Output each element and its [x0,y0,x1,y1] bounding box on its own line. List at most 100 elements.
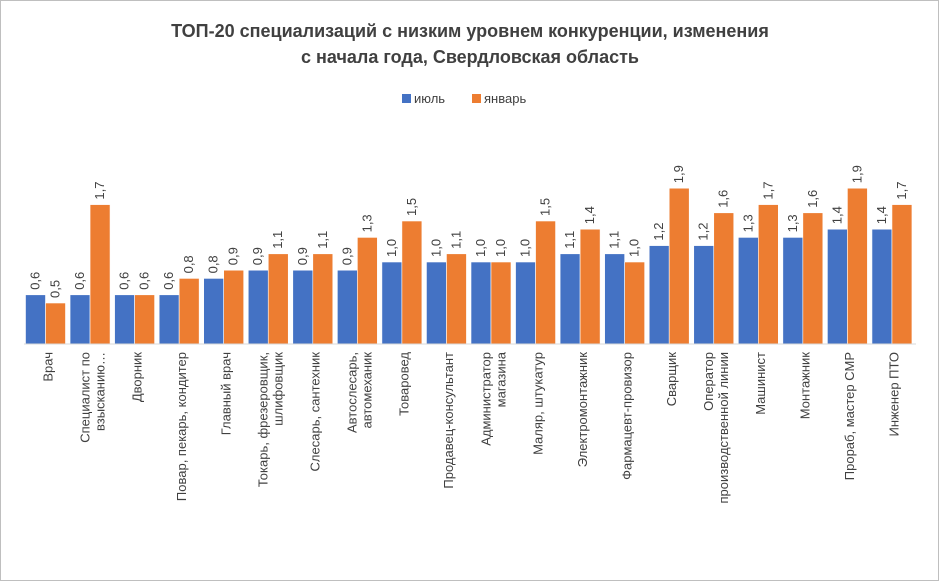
data-label: 1,0 [384,239,399,257]
category-label: Сварщик [664,352,679,407]
data-label: 1,1 [315,231,330,249]
category-label: Товаровед [397,352,412,416]
data-label: 0,9 [250,247,265,265]
category-label: взысканию… [92,352,107,431]
data-label: 1,5 [538,198,553,216]
bar-july [381,261,403,345]
bar-july [871,228,893,345]
bar-january [535,220,556,345]
data-label: 1,3 [785,214,800,232]
data-label: 1,0 [627,239,642,257]
bar-july [292,269,314,345]
category-label: Фармацевт-провизор [619,352,634,480]
data-label: 1,1 [270,231,285,249]
bar-january [401,220,423,345]
bar-january [446,253,467,345]
data-label: 1,7 [92,182,107,200]
data-label: 0,6 [28,272,43,290]
data-label: 1,9 [671,165,686,183]
category-label: производственной линии [716,352,731,503]
category-label: Инженер ПТО [887,352,902,437]
bar-july [737,237,759,345]
data-label: 1,5 [404,198,419,216]
bar-july [559,253,581,345]
data-label: 0,9 [339,247,354,265]
bar-january [267,253,289,345]
bar-july [782,237,804,345]
data-label: 1,7 [894,182,909,200]
bar-july [648,245,670,345]
category-label: Прораб, мастер СМР [842,352,857,480]
data-label: 0,8 [206,255,221,273]
bar-july [69,294,91,345]
chart-title-line-1: ТОП-20 специализаций с низким уровнем ко… [171,21,769,41]
bar-january [579,228,601,345]
bar-january [847,187,868,345]
bar-july [114,294,135,345]
data-label: 0,6 [117,272,132,290]
data-label: 0,8 [181,255,196,273]
bar-january [357,237,378,345]
category-label: Главный врач [218,352,233,435]
category-label: Слесарь, сантехник [308,352,323,472]
category-label: Токарь, фрезеровщик, [256,352,271,487]
category-label: автомеханик [360,352,375,429]
bar-july [25,294,46,345]
bar-july [693,245,715,345]
category-label: Монтажник [798,352,813,420]
bar-january [668,187,690,345]
bar-january [223,269,244,345]
data-label: 1,3 [359,214,374,232]
category-label: магазина [493,351,508,407]
legend-swatch-july [402,94,411,103]
data-label: 1,4 [874,206,889,224]
data-label: 0,9 [295,247,310,265]
data-label: 1,6 [716,190,731,208]
bar-july [827,228,848,345]
category-label: Машинист [753,352,768,415]
bar-january [490,261,512,345]
data-label: 1,1 [562,231,577,249]
data-label: 0,6 [161,272,176,290]
data-label: 0,5 [48,280,63,298]
bar-january [891,204,913,345]
data-label: 1,0 [518,239,533,257]
bar-july [158,294,180,345]
chart-title-line-2: с начала года, Свердловская область [301,47,639,67]
bar-january [134,294,155,345]
bar-january [89,204,111,345]
data-label: 1,1 [607,231,622,249]
bar-january [624,261,645,345]
data-label: 0,6 [137,272,152,290]
data-label: 1,3 [740,214,755,232]
data-label: 1,2 [696,223,711,241]
category-label: шлифовщик [271,352,286,426]
data-label: 1,1 [448,231,463,249]
bar-july [604,253,625,345]
category-label: Оператор [701,352,716,411]
data-label: 1,6 [805,190,820,208]
category-label: Повар, пекарь, кондитер [174,352,189,501]
category-label: Автослесарь, [345,352,360,433]
bar-january [178,278,200,345]
data-label: 1,2 [651,223,666,241]
data-label: 1,0 [473,239,488,257]
bar-january [713,212,735,345]
bar-july [247,269,269,345]
category-label: Администратор [478,352,493,446]
bar-january [802,212,824,345]
legend: июль январь [402,91,526,106]
data-label: 1,9 [849,165,864,183]
data-label: 1,0 [428,239,443,257]
legend-label-july: июль [414,91,445,106]
category-label: Электромонтажник [575,352,590,467]
bar-july [515,261,536,345]
data-label: 1,4 [582,206,597,224]
bar-january [757,204,779,345]
bar-january [312,253,334,345]
bar-july [426,261,447,345]
category-label: Маляр, штукатур [530,352,545,455]
bar-january [45,302,66,345]
category-label: Продавец-консультант [441,352,456,489]
